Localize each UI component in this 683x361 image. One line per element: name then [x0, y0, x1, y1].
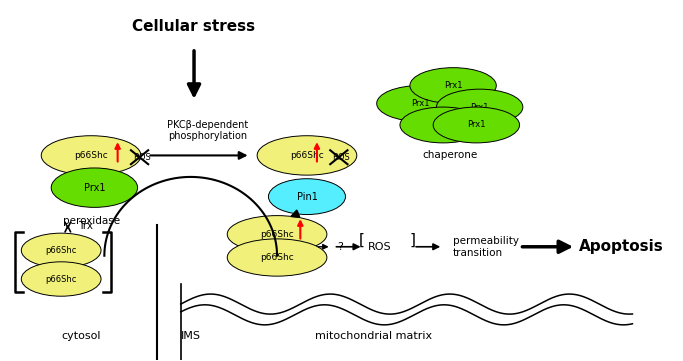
Text: ROS: ROS — [332, 153, 350, 162]
Text: peroxidase: peroxidase — [63, 216, 120, 226]
Ellipse shape — [21, 233, 101, 268]
Text: Pin1: Pin1 — [296, 192, 318, 202]
Ellipse shape — [433, 107, 520, 143]
Text: p66Shc: p66Shc — [260, 253, 294, 262]
Ellipse shape — [227, 239, 327, 276]
Text: Prx1: Prx1 — [467, 121, 486, 130]
Ellipse shape — [41, 136, 141, 175]
Text: ?: ? — [337, 242, 343, 252]
Text: mitochondrial matrix: mitochondrial matrix — [315, 331, 432, 342]
Text: IMS: IMS — [181, 331, 201, 342]
Ellipse shape — [51, 168, 137, 207]
Text: Prx1: Prx1 — [471, 103, 489, 112]
Ellipse shape — [257, 136, 357, 175]
Text: cytosol: cytosol — [61, 331, 101, 342]
Text: p66Shc: p66Shc — [260, 230, 294, 239]
Text: p66Shc: p66Shc — [290, 151, 324, 160]
Text: Prx1: Prx1 — [444, 81, 462, 90]
Text: Prx1: Prx1 — [410, 99, 429, 108]
Text: [: [ — [359, 233, 365, 248]
Ellipse shape — [227, 216, 327, 253]
Text: p66Shc: p66Shc — [46, 274, 77, 283]
Ellipse shape — [400, 107, 486, 143]
Text: Cellular stress: Cellular stress — [133, 19, 255, 34]
Ellipse shape — [377, 86, 463, 121]
Text: Apoptosis: Apoptosis — [579, 239, 664, 254]
Text: Prx1: Prx1 — [83, 183, 105, 193]
Ellipse shape — [410, 68, 497, 104]
Text: Prx1: Prx1 — [434, 121, 452, 130]
Text: p66Shc: p66Shc — [46, 246, 77, 255]
Text: ]: ] — [410, 233, 416, 248]
Text: PKCβ-dependent
phosphorylation: PKCβ-dependent phosphorylation — [167, 119, 248, 141]
Ellipse shape — [436, 89, 523, 125]
Ellipse shape — [268, 179, 346, 214]
Text: ROS: ROS — [133, 153, 151, 162]
Text: chaperone: chaperone — [422, 150, 477, 160]
Ellipse shape — [21, 262, 101, 296]
Text: permeability
transition: permeability transition — [453, 236, 519, 257]
Text: Trx: Trx — [78, 221, 93, 231]
Text: ROS: ROS — [368, 242, 392, 252]
Text: p66Shc: p66Shc — [74, 151, 108, 160]
